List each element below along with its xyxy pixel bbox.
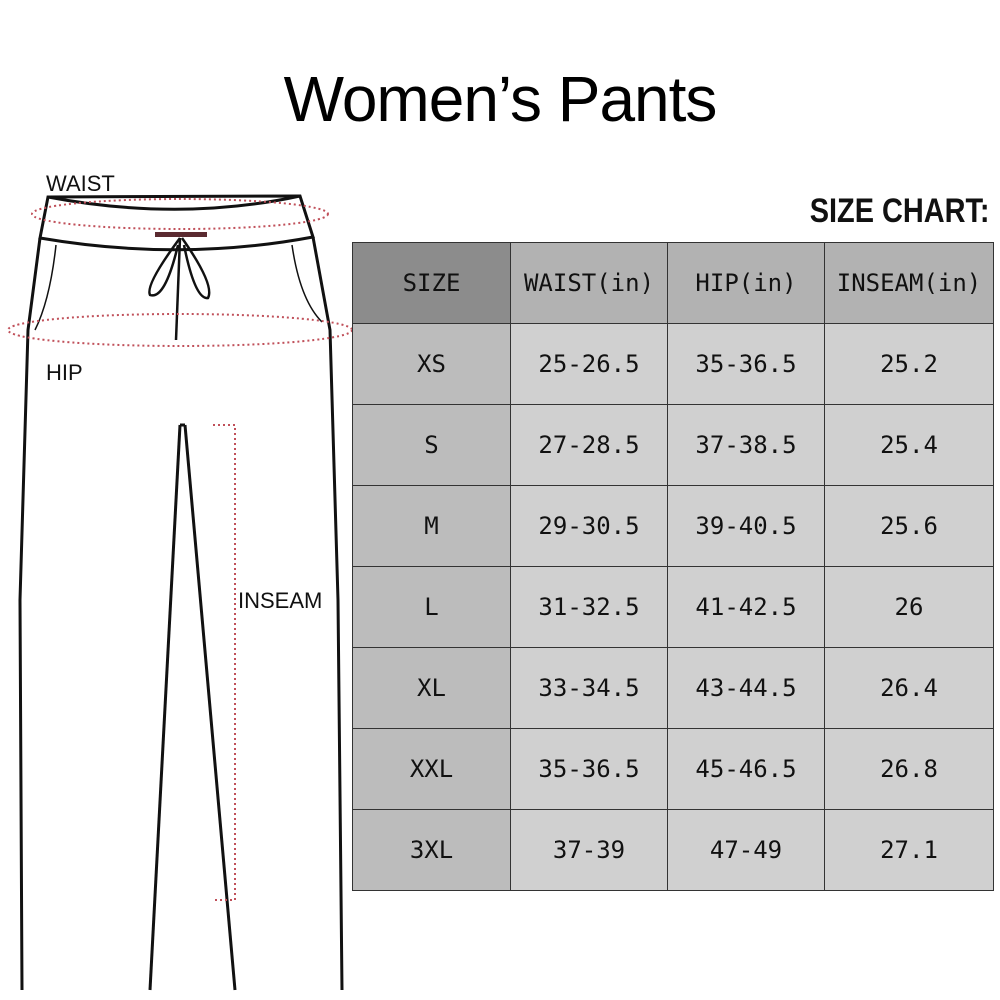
cell-hip: 47-49 xyxy=(667,809,825,891)
cell-waist: 25-26.5 xyxy=(510,323,668,405)
cell-size: XXL xyxy=(352,728,511,810)
table-row: L 31-32.5 41-42.5 26 xyxy=(352,566,994,648)
cell-size: S xyxy=(352,404,511,486)
cell-size: L xyxy=(352,566,511,648)
table-row: XS 25-26.5 35-36.5 25.2 xyxy=(352,323,994,405)
cell-hip: 39-40.5 xyxy=(667,485,825,567)
cell-hip: 37-38.5 xyxy=(667,404,825,486)
cell-inseam: 25.2 xyxy=(824,323,994,405)
cell-inseam: 25.6 xyxy=(824,485,994,567)
cell-waist: 27-28.5 xyxy=(510,404,668,486)
cell-inseam: 27.1 xyxy=(824,809,994,891)
size-chart-label: SIZE CHART: xyxy=(810,192,990,230)
hip-label: HIP xyxy=(46,360,83,385)
cell-hip: 45-46.5 xyxy=(667,728,825,810)
table-row: M 29-30.5 39-40.5 25.6 xyxy=(352,485,994,567)
cell-waist: 29-30.5 xyxy=(510,485,668,567)
cell-inseam: 26.4 xyxy=(824,647,994,729)
header-waist: WAIST(in) xyxy=(510,242,668,324)
cell-inseam: 26.8 xyxy=(824,728,994,810)
inseam-label: INSEAM xyxy=(238,588,323,613)
cell-waist: 31-32.5 xyxy=(510,566,668,648)
pants-diagram xyxy=(7,194,353,991)
table-row: XXL 35-36.5 45-46.5 26.8 xyxy=(352,728,994,810)
table-header-row: SIZE WAIST(in) HIP(in) INSEAM(in) xyxy=(352,242,994,324)
cell-hip: 41-42.5 xyxy=(667,566,825,648)
cell-hip: 43-44.5 xyxy=(667,647,825,729)
cell-waist: 37-39 xyxy=(510,809,668,891)
cell-size: XL xyxy=(352,647,511,729)
size-table: SIZE WAIST(in) HIP(in) INSEAM(in) XS 25-2… xyxy=(352,242,994,891)
cell-waist: 33-34.5 xyxy=(510,647,668,729)
waist-label: WAIST xyxy=(46,171,115,196)
measure-lines xyxy=(7,198,353,901)
cell-waist: 35-36.5 xyxy=(510,728,668,810)
cell-inseam: 26 xyxy=(824,566,994,648)
cell-size: 3XL xyxy=(352,809,511,891)
page-title: Women’s Pants xyxy=(283,63,718,135)
table-row: XL 33-34.5 43-44.5 26.4 xyxy=(352,647,994,729)
header-size: SIZE xyxy=(352,242,511,324)
drawstring-icon xyxy=(148,237,211,341)
header-hip: HIP(in) xyxy=(667,242,825,324)
cell-inseam: 25.4 xyxy=(824,404,994,486)
cell-hip: 35-36.5 xyxy=(667,323,825,405)
pants-outline xyxy=(18,194,344,991)
header-inseam: INSEAM(in) xyxy=(824,242,994,324)
cell-size: M xyxy=(352,485,511,567)
table-row: S 27-28.5 37-38.5 25.4 xyxy=(352,404,994,486)
cell-size: XS xyxy=(352,323,511,405)
table-row: 3XL 37-39 47-49 27.1 xyxy=(352,809,994,891)
